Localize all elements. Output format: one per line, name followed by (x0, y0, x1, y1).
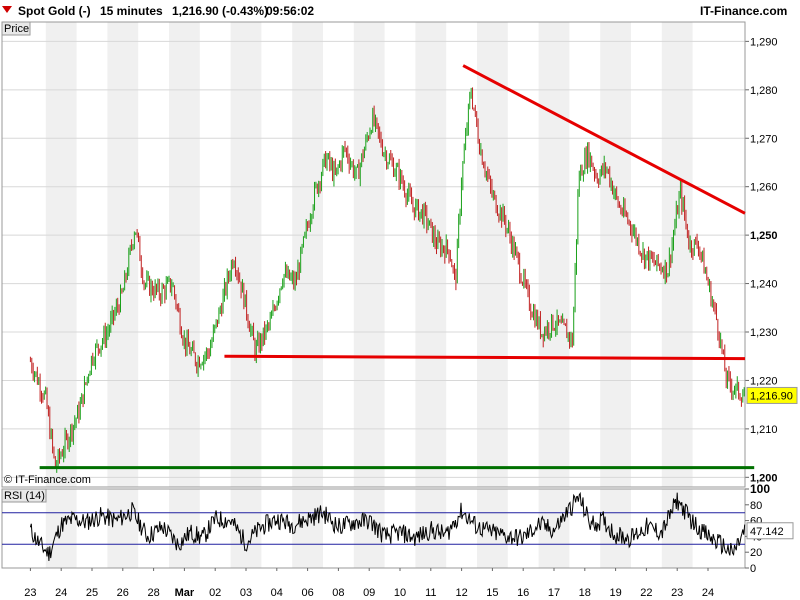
rsi-panel-border (1, 488, 746, 569)
price-panel-border (1, 21, 746, 488)
price-day-stripe (107, 22, 139, 487)
price-tick-label: 1,260 (750, 182, 778, 194)
price-day-stripe (230, 22, 262, 487)
chart-header: Spot Gold (-) 15 minutes 1,216.90 (-0.43… (0, 0, 800, 22)
x-tick-label: 23 (24, 587, 36, 599)
x-tick-label: 17 (548, 587, 560, 599)
x-tick-label: 03 (240, 587, 252, 599)
price-day-stripe (292, 22, 323, 487)
price-day-stripe (661, 22, 693, 487)
copyright-label: © IT-Finance.com (4, 474, 91, 486)
price-tick-label: 1,280 (750, 85, 778, 97)
x-tick-label: 19 (609, 587, 621, 599)
x-tick-label: 11 (425, 587, 436, 599)
trendline (224, 354, 745, 361)
rsi-panel-label: RSI (14) (4, 490, 45, 502)
last-price-label: 1,216.90 (750, 390, 793, 402)
brand-label: IT-Finance.com (700, 4, 788, 18)
rsi-day-stripe (230, 489, 262, 568)
x-tick-label: 16 (517, 587, 529, 599)
price-panel-tag (1, 21, 31, 36)
price-day-stripe (600, 22, 631, 487)
down-arrow-icon (2, 6, 12, 13)
rsi-tick-label: 0 (750, 563, 756, 575)
interval-label: 15 minutes (100, 4, 163, 18)
rsi-last-value-box (746, 522, 794, 540)
rsi-day-stripe (353, 489, 385, 568)
x-tick-label: 24 (702, 587, 714, 599)
trendline (462, 64, 746, 215)
x-tick-label: Mar (175, 587, 195, 599)
x-tick-label: 10 (394, 587, 406, 599)
rsi-day-stripe (169, 489, 200, 568)
price-tick-label: 1,220 (750, 375, 778, 387)
x-tick-label: 28 (147, 587, 159, 599)
price-panel-label: Price (4, 23, 29, 35)
price-tick-label: 1,210 (750, 424, 778, 436)
x-tick-label: 15 (486, 587, 498, 599)
x-tick-label: 24 (55, 587, 67, 599)
rsi-day-stripe (292, 489, 323, 568)
x-tick-label: 18 (579, 587, 591, 599)
rsi-tick-label: 20 (750, 547, 762, 559)
price-tick-label: 1,200 (750, 472, 778, 484)
x-tick-label: 02 (209, 587, 221, 599)
x-tick-label: 12 (455, 587, 467, 599)
price-tick-label: 1,270 (750, 133, 778, 145)
price-day-stripe (477, 22, 508, 487)
rsi-tick-label: 100 (750, 482, 770, 496)
price-day-stripe (45, 22, 77, 487)
rsi-day-stripe (107, 489, 139, 568)
x-tick-label: 26 (117, 587, 129, 599)
price-tick-label: 1,290 (750, 36, 778, 48)
price-tick-label: 1,250 (750, 230, 778, 242)
quote-label: 1,216.90 (-0.43%) (172, 4, 269, 18)
price-day-stripe (169, 22, 200, 487)
price-day-stripe (538, 22, 570, 487)
rsi-panel-tag (1, 488, 47, 503)
x-tick-label: 23 (671, 587, 683, 599)
time-label: 09:56:02 (266, 4, 315, 18)
instrument-name: Spot Gold (-) (18, 4, 91, 18)
price-tick-label: 1,230 (750, 327, 778, 339)
x-tick-label: 09 (363, 587, 375, 599)
x-tick-label: 08 (332, 587, 344, 599)
rsi-last-value-label: 47.142 (750, 526, 784, 538)
rsi-tick-label: 80 (750, 500, 762, 512)
price-day-stripe (353, 22, 385, 487)
last-price-box (746, 386, 798, 404)
x-tick-label: 25 (86, 587, 98, 599)
x-tick-label: 04 (271, 587, 283, 599)
rsi-day-stripe (600, 489, 631, 568)
x-tick-label: 06 (301, 587, 313, 599)
price-tick-label: 1,240 (750, 279, 778, 291)
rsi-line (29, 491, 746, 562)
x-tick-label: 22 (640, 587, 652, 599)
